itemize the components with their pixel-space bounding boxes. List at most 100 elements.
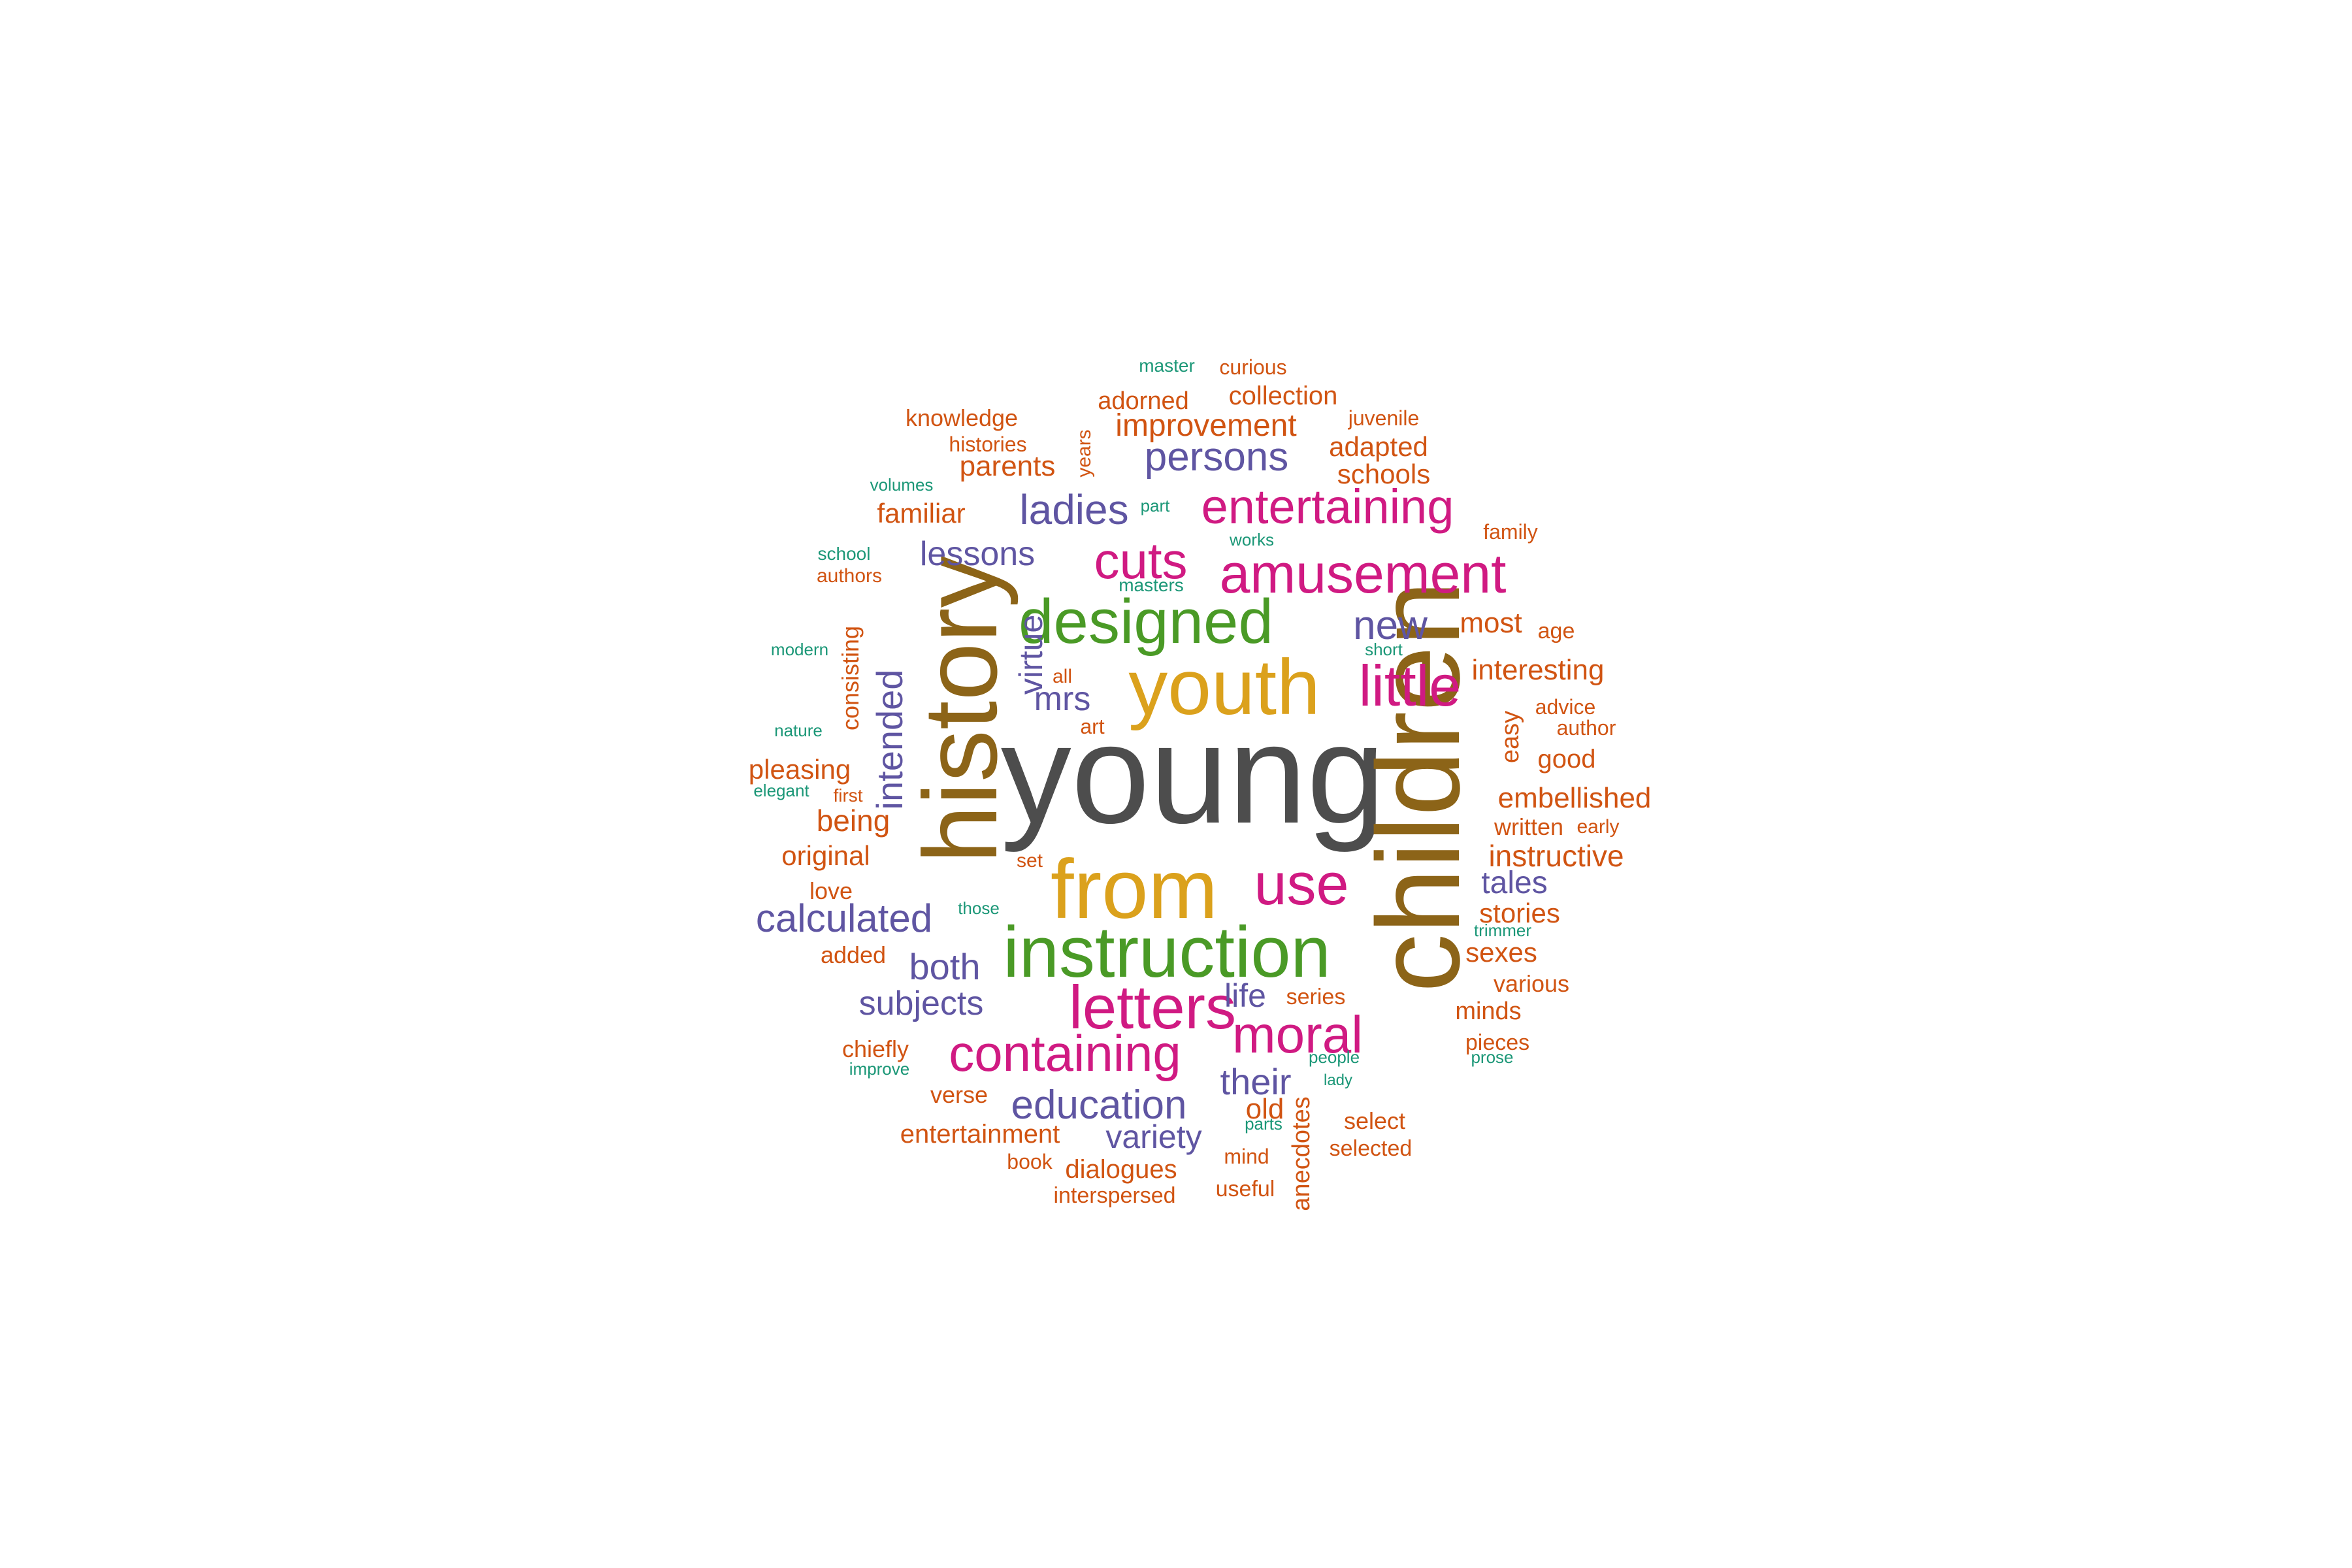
word-easy: easy xyxy=(1497,710,1524,764)
word-consisting: consisting xyxy=(837,625,864,731)
word-entertainment: entertainment xyxy=(900,1120,1060,1149)
word-old: old xyxy=(1245,1093,1284,1125)
word-trimmer: trimmer xyxy=(1473,921,1532,940)
word-early: early xyxy=(1576,816,1620,838)
word-their: their xyxy=(1220,1061,1292,1102)
word-instruction: instruction xyxy=(1003,912,1331,992)
word-anecdotes: anecdotes xyxy=(1288,1096,1315,1211)
word-collection: collection xyxy=(1228,382,1338,410)
word-series: series xyxy=(1286,985,1346,1009)
word-elegant: elegant xyxy=(753,781,809,800)
word-modern: modern xyxy=(770,640,829,659)
word-those: those xyxy=(958,898,1000,918)
word-pleasing: pleasing xyxy=(748,754,851,785)
word-works: works xyxy=(1230,530,1274,549)
word-school: school xyxy=(817,544,871,564)
word-verse: verse xyxy=(930,1081,988,1108)
word-dialogues: dialogues xyxy=(1065,1155,1177,1184)
word-use: use xyxy=(1254,852,1349,917)
word-young: young xyxy=(1000,694,1386,853)
word-all: all xyxy=(1052,666,1073,687)
word-advice: advice xyxy=(1535,695,1596,719)
word-intended: intended xyxy=(869,669,910,810)
word-most: most xyxy=(1460,607,1522,639)
word-age: age xyxy=(1537,619,1575,644)
word-letters: letters xyxy=(1069,973,1236,1041)
word-interesting: interesting xyxy=(1471,654,1605,686)
word-instructive: instructive xyxy=(1488,839,1624,873)
word-lessons: lessons xyxy=(919,535,1036,573)
word-interspersed: interspersed xyxy=(1053,1183,1176,1208)
word-author: author xyxy=(1556,716,1616,740)
word-art: art xyxy=(1080,715,1105,738)
word-life: life xyxy=(1224,977,1266,1014)
word-short: short xyxy=(1365,640,1403,659)
word-juvenile: juvenile xyxy=(1348,406,1420,430)
word-set: set xyxy=(1016,850,1043,872)
word-mind: mind xyxy=(1224,1145,1269,1168)
word-masters: masters xyxy=(1119,575,1184,595)
word-love: love xyxy=(809,877,853,904)
word-moral: moral xyxy=(1232,1005,1364,1064)
word-adorned: adorned xyxy=(1098,387,1189,415)
word-virtue: virtue xyxy=(1013,614,1049,695)
word-lady: lady xyxy=(1323,1071,1353,1089)
word-useful: useful xyxy=(1215,1177,1275,1201)
word-pieces: pieces xyxy=(1465,1030,1530,1055)
word-both: both xyxy=(909,946,981,987)
word-improvement: improvement xyxy=(1115,408,1297,443)
word-embellished: embellished xyxy=(1497,782,1652,814)
word-good: good xyxy=(1537,745,1596,774)
word-schools: schools xyxy=(1337,459,1431,489)
word-sexes: sexes xyxy=(1465,937,1537,968)
word-variety: variety xyxy=(1105,1119,1202,1155)
word-cuts: cuts xyxy=(1094,532,1188,589)
word-from: from xyxy=(1051,843,1218,936)
word-improve: improve xyxy=(849,1059,910,1079)
word-familiar: familiar xyxy=(877,498,966,529)
word-volumes: volumes xyxy=(870,475,934,495)
word-written: written xyxy=(1494,813,1564,840)
word-ladies: ladies xyxy=(1019,486,1129,533)
word-parts: parts xyxy=(1245,1114,1282,1134)
word-little: little xyxy=(1358,653,1462,718)
word-added: added xyxy=(820,941,887,968)
word-original: original xyxy=(781,840,870,871)
word-youth: youth xyxy=(1128,644,1320,731)
word-nature: nature xyxy=(774,721,823,740)
word-years: years xyxy=(1073,429,1095,478)
word-authors: authors xyxy=(816,565,883,587)
word-knowledge: knowledge xyxy=(905,404,1019,431)
word-new: new xyxy=(1353,603,1428,648)
word-calculated: calculated xyxy=(755,896,933,940)
word-entertaining: entertaining xyxy=(1201,480,1454,534)
word-chiefly: chiefly xyxy=(841,1036,909,1062)
word-education: education xyxy=(1011,1083,1187,1128)
word-first: first xyxy=(833,785,863,806)
word-subjects: subjects xyxy=(858,985,984,1022)
word-part: part xyxy=(1140,496,1170,515)
word-parents: parents xyxy=(959,450,1056,482)
word-histories: histories xyxy=(949,433,1027,456)
word-selected: selected xyxy=(1329,1136,1413,1161)
word-tales: tales xyxy=(1481,866,1548,900)
word-family: family xyxy=(1483,520,1538,544)
word-containing: containing xyxy=(949,1024,1181,1082)
word-people: people xyxy=(1308,1047,1360,1067)
word-amusement: amusement xyxy=(1219,543,1507,604)
word-being: being xyxy=(816,804,890,838)
word-adapted: adapted xyxy=(1329,431,1428,462)
word-master: master xyxy=(1139,355,1195,376)
word-select: select xyxy=(1343,1107,1406,1134)
word-history: history xyxy=(902,555,1019,864)
word-book: book xyxy=(1007,1150,1053,1173)
word-mrs: mrs xyxy=(1034,680,1091,718)
word-persons: persons xyxy=(1144,434,1289,480)
word-prose: prose xyxy=(1471,1047,1514,1067)
word-various: various xyxy=(1493,970,1570,997)
word-designed: designed xyxy=(1019,587,1273,657)
word-curious: curious xyxy=(1219,355,1287,379)
word-minds: minds xyxy=(1455,998,1522,1025)
word-stories: stories xyxy=(1479,898,1560,928)
